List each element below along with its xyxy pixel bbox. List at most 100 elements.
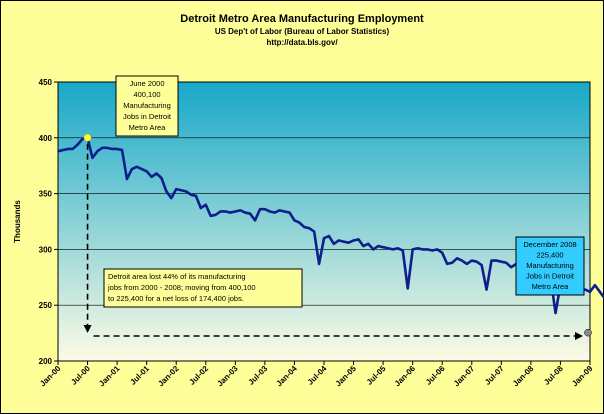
y-tick-label: 250 [39,301,53,310]
data-point [185,190,187,193]
peak-annotation-text-line: Metro Area [129,123,167,132]
data-point [180,189,182,192]
data-point [136,166,138,168]
y-tick-label: 450 [39,78,53,87]
data-point [278,209,281,212]
data-point [283,210,286,213]
data-point [470,259,473,262]
data-point [170,197,173,199]
data-point [308,227,311,229]
y-tick-label: 400 [39,134,53,143]
data-point [121,149,123,151]
data-point [229,211,232,214]
data-point [209,215,212,217]
data-point [466,263,468,265]
data-point [81,138,84,140]
data-point [71,148,74,150]
data-point [116,148,118,150]
data-point [387,247,389,250]
data-point [96,150,99,152]
peak-annotation-text-line: Jobs in Detroit [123,112,172,121]
data-point [357,238,360,241]
data-point [406,287,409,290]
x-tick-label: Jan-01 [97,364,122,389]
data-point [111,148,113,150]
data-point [239,209,242,212]
data-point [485,288,488,291]
data-point [505,261,508,264]
data-point [333,243,335,245]
data-point [599,291,601,293]
data-point [126,178,128,180]
data-point [436,248,439,251]
data-point [342,240,345,243]
data-point [106,147,109,149]
chart-subtitle-source: US Dep't of Labor (Bureau of Labor Stati… [214,27,390,36]
data-point [377,245,379,247]
x-tick-label: Jul-07 [483,364,506,387]
data-point [490,259,493,262]
data-point [131,168,133,170]
data-point [298,221,301,224]
x-tick-label: Jan-00 [38,364,63,389]
y-axis-label: Thousands [13,200,22,243]
data-point [288,211,291,214]
x-tick-label: Jan-09 [570,364,595,389]
data-point [155,172,158,175]
trough-annotation-text-line: December 2008 [523,240,576,249]
data-point [219,210,222,213]
peak-annotation-box [115,75,179,137]
data-point [269,210,271,213]
x-tick-label: Jan-04 [275,364,300,389]
data-point [367,243,370,245]
trough-annotation-box [515,236,585,296]
data-point [594,284,596,286]
data-point [293,219,296,222]
data-point [352,239,355,242]
data-point [446,263,448,265]
x-tick-label: Jul-02 [187,364,210,387]
trough-marker [584,328,592,337]
y-tick-label: 350 [39,190,53,199]
data-point [554,312,557,314]
x-tick-label: Jul-00 [69,364,92,387]
data-point [451,261,453,264]
data-point [500,260,503,263]
data-point [495,259,498,262]
data-point [224,210,227,213]
data-point [273,211,276,214]
x-tick-label: Jul-05 [365,364,388,387]
data-point [589,291,591,293]
summary-annotation-box [103,268,303,308]
x-tick-label: Jan-08 [511,364,536,389]
peak-annotation-text-line: Manufacturing [123,101,171,110]
data-point [441,251,444,254]
x-tick-label: Jan-07 [452,364,477,389]
x-tick-label: Jan-06 [393,364,418,389]
data-point [200,207,202,209]
data-point [165,190,168,193]
data-point [411,248,414,251]
data-point [475,260,478,263]
summary-annotation-text-line: to 225,400 for a net loss of 174,400 job… [108,294,244,303]
data-point [259,208,261,211]
data-point [91,157,94,159]
peak-annotation-text-line: 400,100 [133,90,160,99]
data-point [421,248,424,251]
data-point [140,168,143,170]
data-point [431,249,434,252]
data-point [76,143,79,146]
x-tick-label: Jan-03 [215,364,240,389]
data-point [264,208,266,211]
data-point [67,148,69,150]
x-tick-label: Jan-05 [334,364,359,389]
data-point [313,230,315,233]
x-tick-label: Jul-04 [306,364,329,387]
data-point [397,247,399,250]
data-point [337,239,340,242]
chart-title: Detroit Metro Area Manufacturing Employm… [180,13,424,25]
data-point [318,263,320,265]
x-tick-label: Jan-02 [156,364,181,389]
summary-annotation-text-line: jobs from 2000 - 2008; moving from 400,1… [107,283,256,292]
